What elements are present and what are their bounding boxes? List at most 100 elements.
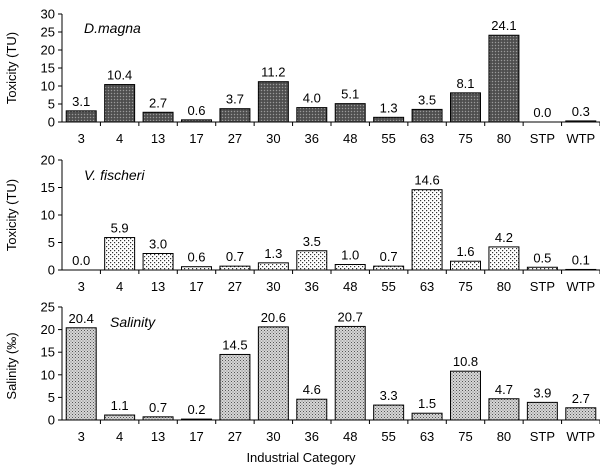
bar-4 bbox=[104, 414, 136, 421]
value-label: 5.1 bbox=[341, 87, 359, 102]
x-tick-label: 55 bbox=[381, 429, 395, 444]
value-label: 14.6 bbox=[414, 173, 439, 188]
value-label: 0.7 bbox=[226, 249, 244, 264]
x-tick-label: 30 bbox=[266, 279, 280, 294]
bar-17 bbox=[181, 266, 212, 271]
value-label: 3.5 bbox=[418, 92, 436, 107]
value-label: 4.0 bbox=[303, 91, 321, 106]
y-tick-label: 0 bbox=[48, 115, 55, 130]
bar-55 bbox=[373, 265, 405, 271]
y-tick-label: 20 bbox=[41, 43, 55, 58]
bar-80 bbox=[488, 34, 520, 123]
bar-63 bbox=[411, 412, 443, 421]
value-label: 24.1 bbox=[491, 18, 516, 33]
bar-55 bbox=[373, 116, 405, 123]
y-tick-label: 0 bbox=[48, 413, 55, 428]
x-tick-label: 3 bbox=[78, 429, 85, 444]
value-label: 0.5 bbox=[533, 250, 551, 265]
y-tick-label: 20 bbox=[41, 153, 55, 168]
bar-75 bbox=[450, 260, 481, 271]
x-tick-label: WTP bbox=[566, 279, 595, 294]
bar-48 bbox=[334, 103, 366, 123]
value-label: 4.2 bbox=[495, 230, 513, 245]
value-label: 3.3 bbox=[380, 388, 398, 403]
x-tick-label: 80 bbox=[497, 131, 511, 146]
y-tick-label: 0 bbox=[48, 263, 55, 278]
dmagna-panel: 0 5 10 15 20 25 30 Toxicity (TU) D.magna 3.1 3 10.4… bbox=[4, 7, 600, 146]
x-tick-label: 3 bbox=[78, 279, 85, 294]
bar-4 bbox=[104, 237, 136, 271]
bar-63 bbox=[411, 108, 443, 123]
value-label: 0.6 bbox=[187, 103, 205, 118]
bar-30 bbox=[257, 262, 289, 271]
value-label: 1.5 bbox=[418, 396, 436, 411]
bar-27 bbox=[219, 108, 251, 123]
bar-13 bbox=[142, 253, 174, 271]
bar-80 bbox=[488, 398, 520, 421]
value-label: 20.6 bbox=[261, 310, 286, 325]
y-axis-label: Salinity (‰) bbox=[4, 332, 19, 399]
value-label: 0.7 bbox=[380, 249, 398, 264]
value-label: 1.3 bbox=[380, 100, 398, 115]
bar-48 bbox=[334, 264, 366, 271]
bar-36 bbox=[296, 107, 328, 123]
y-tick-label: 5 bbox=[48, 390, 55, 405]
x-tick-label: 17 bbox=[189, 429, 203, 444]
vfischeri-panel: 0 5 10 15 20 Toxicity (TU) V. fischeri 0.0 3 5.9 4… bbox=[4, 153, 600, 294]
value-label: 11.2 bbox=[261, 65, 285, 80]
y-tick-label: 15 bbox=[41, 61, 55, 76]
x-tick-label: 55 bbox=[381, 131, 395, 146]
x-tick-label: 48 bbox=[343, 429, 357, 444]
x-tick-label: 27 bbox=[228, 279, 242, 294]
bar-13 bbox=[142, 416, 174, 421]
x-tick-label: 75 bbox=[458, 131, 472, 146]
y-tick-label: 30 bbox=[41, 7, 55, 22]
y-tick-label: 15 bbox=[41, 345, 55, 360]
x-tick-label: 4 bbox=[116, 279, 123, 294]
value-label: 3.5 bbox=[303, 234, 321, 249]
x-tick-label: 36 bbox=[305, 279, 319, 294]
value-label: 1.1 bbox=[111, 398, 129, 413]
value-label: 4.6 bbox=[303, 382, 321, 397]
bar-27 bbox=[219, 265, 251, 271]
bar-WTP bbox=[565, 268, 597, 271]
x-axis-label: Industrial Category bbox=[246, 450, 356, 465]
x-tick-label: WTP bbox=[566, 131, 595, 146]
value-label: 1.6 bbox=[456, 244, 474, 259]
x-tick-label: 30 bbox=[266, 131, 280, 146]
y-tick-label: 15 bbox=[41, 180, 55, 195]
y-tick-label: 20 bbox=[41, 322, 55, 337]
bar-55 bbox=[373, 404, 405, 421]
x-tick-label: 27 bbox=[228, 429, 242, 444]
y-axis-label: Toxicity (TU) bbox=[4, 179, 19, 251]
bar-13 bbox=[142, 111, 174, 123]
bar-17 bbox=[181, 119, 212, 123]
value-label: 0.7 bbox=[149, 400, 167, 415]
x-tick-label: 63 bbox=[420, 429, 434, 444]
value-label: 0.1 bbox=[572, 252, 590, 267]
y-tick-label: 5 bbox=[48, 235, 55, 250]
bar-80 bbox=[488, 246, 520, 271]
x-tick-label: 75 bbox=[458, 429, 472, 444]
value-label: 3.1 bbox=[72, 94, 90, 109]
value-label: 3.7 bbox=[226, 92, 244, 107]
bar-36 bbox=[296, 398, 328, 421]
x-tick-label: 13 bbox=[151, 131, 165, 146]
value-label: 20.7 bbox=[338, 309, 363, 324]
x-tick-label: WTP bbox=[566, 429, 595, 444]
x-tick-label: 13 bbox=[151, 429, 165, 444]
chart-title: V. fischeri bbox=[84, 167, 145, 183]
bar-WTP bbox=[565, 407, 597, 421]
y-axis-label: Toxicity (TU) bbox=[4, 32, 19, 104]
bar-30 bbox=[257, 326, 289, 421]
x-tick-label: 48 bbox=[343, 279, 357, 294]
x-tick-label: 48 bbox=[343, 131, 357, 146]
x-tick-label: 80 bbox=[497, 429, 511, 444]
y-tick-label: 5 bbox=[48, 97, 55, 112]
value-label: 1.0 bbox=[341, 248, 359, 263]
y-tick-label: 25 bbox=[41, 300, 55, 315]
x-tick-label: 30 bbox=[266, 429, 280, 444]
x-tick-label: 75 bbox=[458, 279, 472, 294]
x-tick-label: 4 bbox=[116, 429, 123, 444]
